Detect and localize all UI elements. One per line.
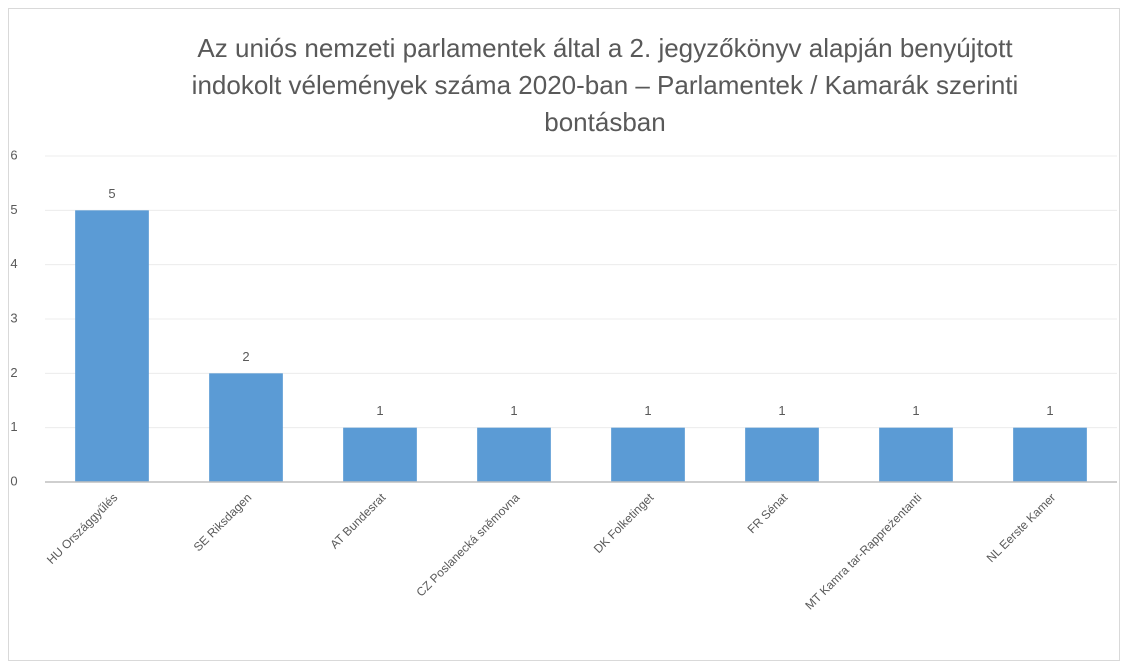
x-tick-label: CZ Poslanecká sněmovna xyxy=(413,490,522,599)
y-tick-label: 1 xyxy=(10,419,17,434)
x-tick-label: HU Országgyűlés xyxy=(44,490,120,566)
y-tick-label: 0 xyxy=(10,473,17,488)
x-tick-label: SE Riksdagen xyxy=(191,490,255,554)
data-label: 1 xyxy=(376,403,383,418)
x-tick-label: DK Folketinget xyxy=(591,490,657,556)
bar xyxy=(477,427,551,482)
y-tick-label: 2 xyxy=(10,365,17,380)
bar xyxy=(611,427,685,482)
x-tick-label: MT Kamra tar-Rappreżentanti xyxy=(802,490,924,612)
data-label: 1 xyxy=(644,403,651,418)
y-tick-label: 4 xyxy=(10,256,17,271)
y-tick-label: 3 xyxy=(10,310,17,325)
data-label: 1 xyxy=(1046,403,1053,418)
y-tick-label: 6 xyxy=(10,147,17,162)
x-tick-label: FR Sénat xyxy=(745,490,791,536)
data-label: 2 xyxy=(242,349,249,364)
bar xyxy=(1013,427,1087,482)
bar xyxy=(209,373,283,482)
data-label: 1 xyxy=(912,403,919,418)
chart-frame xyxy=(8,8,1120,661)
chart-title: Az uniós nemzeti parlamentek által a 2. … xyxy=(191,33,1019,137)
data-label: 1 xyxy=(778,403,785,418)
data-label: 1 xyxy=(510,403,517,418)
x-tick-label: AT Bundesrat xyxy=(327,490,388,551)
bar xyxy=(745,427,819,482)
bar xyxy=(343,427,417,482)
bar xyxy=(75,210,149,483)
x-tick-label: NL Eerste Kamer xyxy=(984,490,1059,565)
data-label: 5 xyxy=(108,186,115,201)
y-tick-label: 5 xyxy=(10,202,17,217)
bar xyxy=(879,427,953,482)
